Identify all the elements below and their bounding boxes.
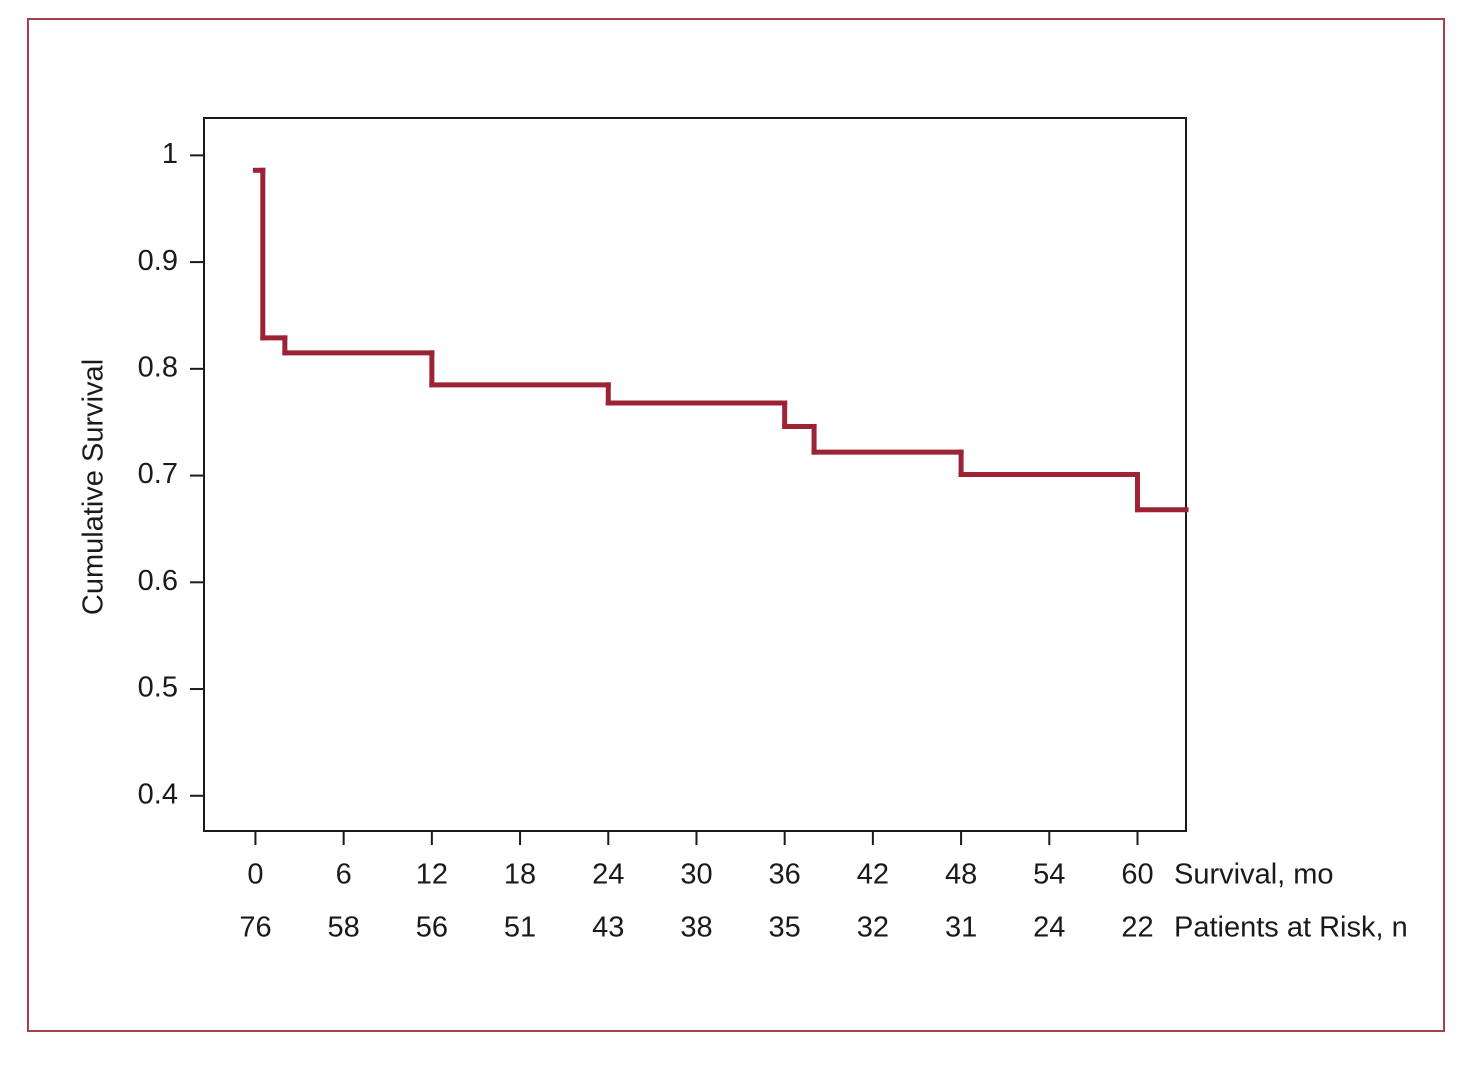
y-axis-title: Cumulative Survival [78,359,110,615]
y-tick-label: 1 [162,138,178,170]
x-tick-label: 0 [247,859,263,891]
risk-count: 31 [945,912,977,944]
risk-count: 43 [592,912,624,944]
x-tick-label: 24 [592,859,624,891]
risk-count: 35 [769,912,801,944]
x-axis-title: Survival, mo [1174,859,1334,891]
x-tick-label: 42 [857,859,889,891]
risk-count: 32 [857,912,889,944]
y-tick-label: 0.9 [138,245,178,277]
frame [27,18,1445,1032]
risk-title: Patients at Risk, n [1174,912,1408,944]
plot-area [203,117,1187,832]
x-tick-label: 60 [1121,859,1153,891]
x-tick-label: 18 [504,859,536,891]
y-tick-label: 0.6 [138,565,178,597]
risk-count: 56 [416,912,448,944]
risk-count: 38 [680,912,712,944]
x-tick-label: 54 [1033,859,1065,891]
y-tick-label: 0.7 [138,458,178,490]
x-tick-label: 30 [680,859,712,891]
risk-count: 58 [328,912,360,944]
x-tick-label: 36 [769,859,801,891]
x-tick-label: 12 [416,859,448,891]
risk-count: 51 [504,912,536,944]
y-tick-label: 0.5 [138,672,178,704]
y-tick-label: 0.8 [138,351,178,383]
risk-count: 24 [1033,912,1065,944]
risk-count: 76 [239,912,271,944]
x-tick-label: 48 [945,859,977,891]
risk-count: 22 [1121,912,1153,944]
x-tick-label: 6 [336,859,352,891]
y-tick-label: 0.4 [138,778,178,810]
